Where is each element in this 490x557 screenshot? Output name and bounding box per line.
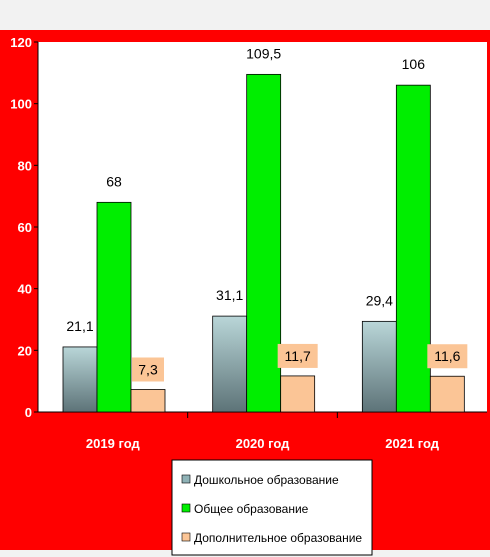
- y-tick-label: 0: [25, 405, 32, 420]
- legend-label: Дошкольное образование: [194, 473, 339, 487]
- legend-swatch: [181, 532, 191, 542]
- x-tick-label: 2020 год: [236, 436, 291, 451]
- y-tick-label: 100: [10, 97, 32, 112]
- y-tick-label: 20: [18, 343, 32, 358]
- legend-swatch: [181, 503, 191, 513]
- value-label: 106: [402, 56, 426, 72]
- value-label-box: [132, 357, 164, 382]
- legend: Дошкольное образование Общее образование Д…: [171, 459, 373, 556]
- bar: [395, 84, 431, 413]
- value-label: 11,6: [434, 348, 460, 364]
- bar: [96, 201, 132, 413]
- value-label: 68: [106, 173, 122, 189]
- value-label: 109,5: [246, 45, 281, 61]
- legend-items: Дошкольное образование Общее образование Д…: [181, 473, 362, 545]
- value-label: 11,7: [285, 348, 311, 364]
- value-label: 31,1: [216, 287, 243, 303]
- value-label: 21,1: [66, 318, 93, 334]
- bar: [212, 315, 248, 413]
- bar: [62, 346, 98, 413]
- value-label-box: [277, 343, 318, 368]
- y-tick-label: 120: [10, 35, 32, 50]
- bar: [246, 73, 282, 413]
- value-label: 7,3: [138, 361, 158, 377]
- bar: [130, 389, 166, 413]
- bar: [280, 375, 316, 413]
- value-label: 29,4: [366, 292, 393, 308]
- legend-label: Общее образование: [194, 502, 309, 516]
- y-tick-label: 60: [18, 220, 32, 235]
- value-labels: 21,1 68 7,3 31,1 109,5 11,7 29,4 106 11,6: [66, 45, 468, 382]
- legend-box: [171, 459, 373, 556]
- bar: [361, 320, 397, 413]
- y-tick-label: 40: [18, 282, 32, 297]
- value-label-box: [427, 344, 468, 369]
- legend-label: Дополнительное образование: [194, 531, 362, 545]
- y-tick-label: 80: [18, 158, 32, 173]
- x-tick-label: 2021 год: [385, 436, 440, 451]
- y-axis: 0 20 40 60 80 100 120: [10, 35, 39, 420]
- x-tick-label: 2019 год: [86, 436, 141, 451]
- legend-swatch: [181, 474, 191, 484]
- bars: [62, 73, 465, 413]
- bar: [429, 375, 465, 413]
